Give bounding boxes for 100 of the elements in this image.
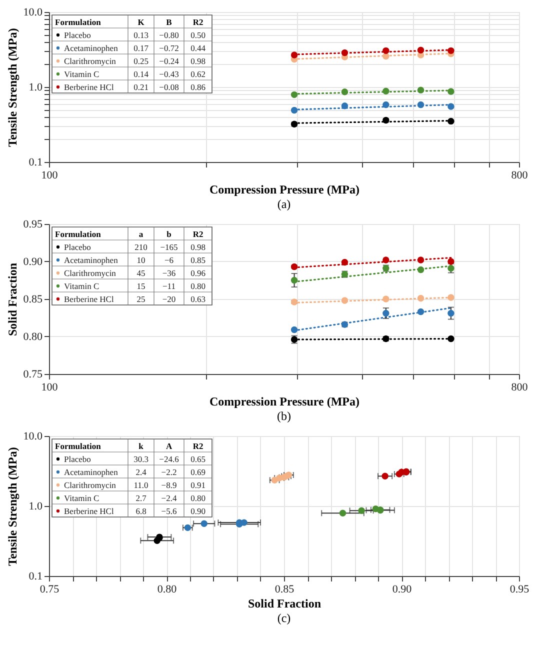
annotation: −0.24 [159, 56, 180, 66]
y-tick-label: 0.90 [23, 256, 43, 268]
annotation: 6.8 [136, 506, 146, 516]
y-axis-title: Tensile Strength (MPa) [5, 447, 20, 566]
annotation: 0.13 [134, 30, 148, 40]
legend-label: Vitamin C [64, 69, 100, 79]
annotation: −0.43 [159, 69, 179, 79]
annotation: Formulation [55, 17, 102, 27]
annotation: k [138, 441, 144, 451]
annotation: 25 [136, 294, 146, 304]
legend-label: Placebo [64, 242, 91, 252]
x-tick-label: 800 [511, 170, 528, 182]
annotation: 0.50 [190, 30, 206, 40]
annotation: −2.4 [161, 493, 178, 503]
annotation: 0.86 [190, 82, 206, 92]
annotation: −24.6 [159, 454, 179, 464]
annotation: 0.17 [134, 43, 148, 53]
annotation: R2 [192, 441, 204, 451]
legend-label: Acetaminophen [64, 255, 119, 265]
text: (b) [277, 409, 291, 423]
annotation: −0.08 [159, 82, 179, 92]
annotation: Formulation [55, 229, 102, 239]
annotation: 0.25 [134, 56, 148, 66]
x-tick-label: 0.85 [274, 584, 295, 596]
annotation: 0.90 [190, 506, 206, 516]
y-tick-label: 0.1 [28, 570, 42, 582]
y-tick-label: 10.0 [23, 6, 43, 18]
legend-label: Clarithromycin [64, 56, 117, 66]
annotation: −8.9 [161, 480, 177, 490]
annotation: 0.21 [134, 82, 148, 92]
annotation: 0.98 [190, 56, 206, 66]
legend-label: Berberine HCl [64, 82, 114, 92]
y-tick-label: 1.0 [28, 82, 43, 94]
y-tick-label: 0.85 [23, 294, 43, 306]
legend-label: Acetaminophen [64, 43, 119, 53]
y-axis-title: Tensile Strength (MPa) [5, 28, 20, 147]
annotation: −0.72 [159, 43, 179, 53]
annotation: 11.0 [134, 480, 148, 490]
annotation: 0.91 [190, 480, 206, 490]
annotation: 2.4 [136, 467, 148, 477]
annotation: K [138, 17, 145, 27]
annotation: 0.44 [190, 43, 206, 53]
legend-label: Vitamin C [64, 493, 100, 503]
annotation: a [138, 229, 144, 239]
annotation: 0.80 [190, 281, 206, 291]
annotation: R2 [192, 229, 204, 239]
annotation: A [166, 441, 173, 451]
annotation: 210 [134, 242, 148, 252]
annotation: Formulation [55, 441, 102, 451]
y-tick-label: 0.80 [23, 331, 43, 343]
x-tick-label: 0.80 [157, 584, 178, 596]
annotation: −0.80 [159, 30, 179, 40]
legend-label: Clarithromycin [64, 268, 117, 278]
annotation: −5.6 [161, 506, 177, 516]
annotation: 0.65 [190, 454, 206, 464]
y-axis-title: Solid Fraction [5, 262, 20, 336]
x-tick-label: 0.95 [510, 584, 530, 596]
x-tick-label: 0.75 [40, 584, 60, 596]
x-tick-label: 800 [511, 382, 528, 394]
text: (c) [277, 611, 291, 625]
annotation: −6 [164, 255, 174, 265]
x-axis-title: Solid Fraction [248, 596, 322, 610]
annotation: 2.7 [136, 493, 146, 503]
annotation: 0.96 [190, 268, 206, 278]
annotation: 0.14 [134, 69, 150, 79]
text: (a) [277, 197, 291, 211]
annotation: 30.3 [134, 454, 148, 464]
legend-label: Placebo [64, 454, 91, 464]
annotation: 0.98 [190, 242, 206, 252]
x-tick-label: 0.90 [392, 584, 412, 596]
annotation: 0.63 [190, 294, 206, 304]
legend-label: Clarithromycin [64, 480, 117, 490]
annotation: 0.85 [190, 255, 206, 265]
legend-label: Berberine HCl [64, 294, 114, 304]
y-tick-label: 0.95 [23, 218, 43, 230]
x-tick-label: 100 [41, 170, 58, 182]
x-axis-title: Compression Pressure (MPa) [210, 394, 360, 408]
y-tick-label: 1.0 [28, 500, 43, 512]
annotation: b [166, 229, 172, 239]
annotation: −20 [162, 294, 176, 304]
annotation: −11 [162, 281, 176, 291]
legend-label: Acetaminophen [64, 467, 119, 477]
annotation: −36 [162, 268, 176, 278]
annotation: 0.62 [190, 69, 206, 79]
annotation: 0.69 [190, 467, 206, 477]
annotation: 10 [136, 255, 146, 265]
x-tick-label: 100 [41, 382, 58, 394]
annotation: 0.80 [190, 493, 206, 503]
annotation: −2.2 [161, 467, 177, 477]
y-tick-label: 0.1 [28, 156, 42, 168]
y-tick-label: 0.75 [23, 368, 43, 380]
legend-label: Placebo [64, 30, 91, 40]
annotation: R2 [192, 17, 204, 27]
annotation: B [166, 17, 172, 27]
y-tick-label: 10.0 [23, 430, 43, 442]
x-axis-title: Compression Pressure (MPa) [210, 182, 360, 196]
legend-label: Vitamin C [64, 281, 100, 291]
annotation: 15 [136, 281, 146, 291]
annotation: −165 [160, 242, 178, 252]
annotation: 45 [136, 268, 146, 278]
